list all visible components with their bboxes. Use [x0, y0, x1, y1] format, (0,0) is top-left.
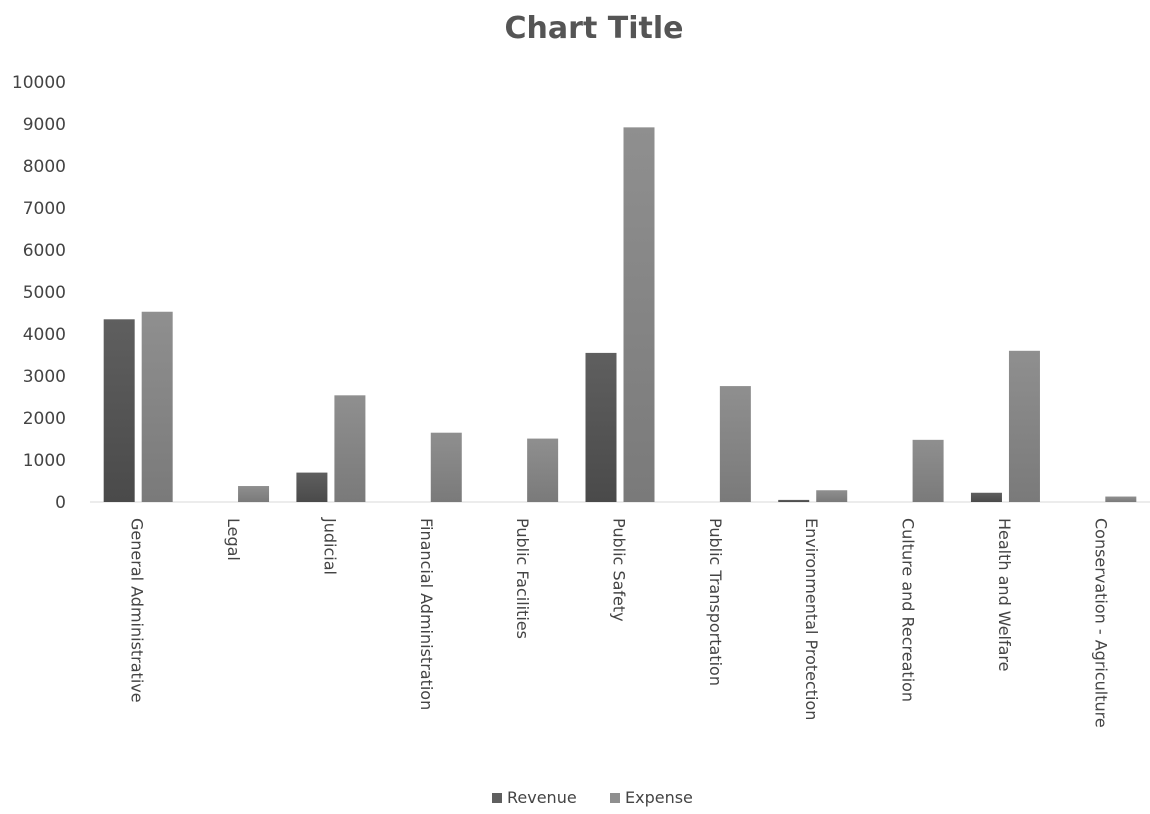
y-tick-label: 2000 — [23, 409, 66, 429]
bar-expense — [623, 127, 655, 503]
chart-title: Chart Title — [505, 11, 684, 46]
bar-expense — [334, 395, 366, 502]
x-axis: General Administrative Legal Judicial Finan… — [128, 517, 1111, 728]
bar-expense — [912, 439, 944, 502]
y-tick-label: 10000 — [12, 73, 66, 93]
bar-expense — [816, 490, 848, 502]
y-tick-label: 8000 — [23, 157, 66, 177]
bar-expense — [238, 486, 270, 502]
x-tick-label: Conservation - Agriculture — [1091, 518, 1110, 728]
y-tick-label: 3000 — [23, 367, 66, 387]
x-tick-label: Public Facilities — [513, 518, 532, 639]
x-tick-label: Environmental Protection — [802, 518, 821, 720]
bar-revenue — [970, 492, 1002, 502]
x-tick-label: Judicial — [320, 517, 339, 575]
x-tick-label: General Administrative — [128, 518, 147, 703]
bar-revenue — [296, 472, 328, 502]
legend-label-revenue: Revenue — [507, 788, 577, 807]
y-tick-label: 9000 — [23, 115, 66, 135]
bar-expense — [430, 432, 462, 502]
bar-revenue — [778, 499, 810, 502]
x-tick-label: Health and Welfare — [995, 518, 1014, 672]
y-tick-label: 5000 — [23, 283, 66, 303]
y-tick-label: 6000 — [23, 241, 66, 261]
y-tick-label: 4000 — [23, 325, 66, 345]
legend-label-expense: Expense — [625, 788, 693, 807]
legend-swatch-revenue — [492, 793, 502, 803]
bar-revenue — [585, 352, 617, 502]
x-tick-label: Public Safety — [610, 518, 629, 622]
y-tick-label: 7000 — [23, 199, 66, 219]
bar-expense — [1008, 350, 1040, 502]
bar-expense — [719, 386, 751, 502]
bar-expense — [527, 438, 559, 502]
legend-swatch-expense — [610, 793, 620, 803]
y-axis: 0 1000 2000 3000 4000 5000 6000 7000 8000 9000 100… — [12, 73, 66, 513]
y-tick-label: 1000 — [23, 451, 66, 471]
legend: Revenue Expense — [492, 788, 693, 807]
x-tick-label: Public Transportation — [706, 518, 725, 686]
x-tick-label: Legal — [224, 518, 243, 561]
x-tick-label: Culture and Recreation — [899, 518, 918, 702]
bar-expense — [141, 311, 173, 502]
plot-area — [103, 127, 1137, 503]
bar-revenue — [103, 319, 135, 502]
y-tick-label: 0 — [55, 493, 66, 513]
x-tick-label: Financial Administration — [417, 518, 436, 710]
bar-expense — [1105, 496, 1137, 502]
